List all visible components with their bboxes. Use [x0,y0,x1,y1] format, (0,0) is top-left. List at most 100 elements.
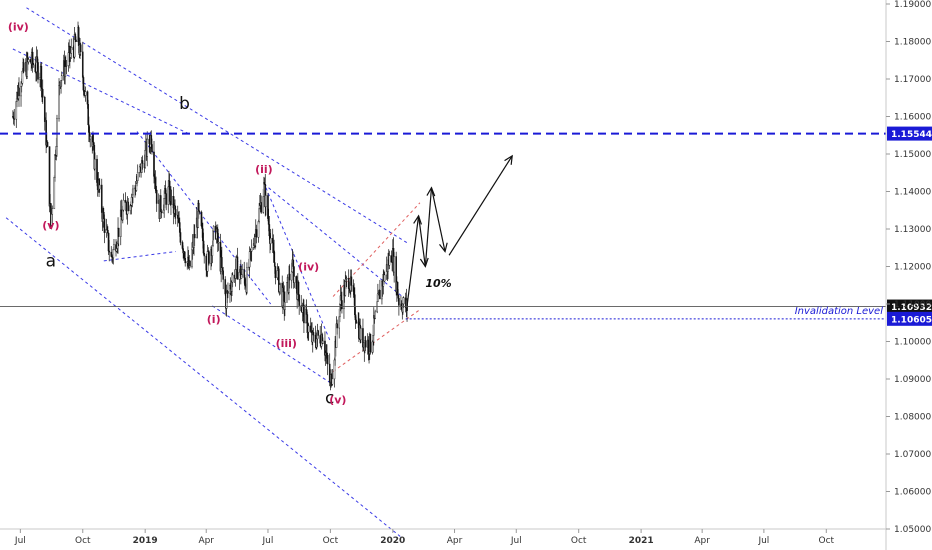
wave-label: (i) [207,313,221,326]
candle-body [217,241,220,244]
candle-body [151,144,153,153]
candle-body [290,271,293,281]
x-tick-label: Jul [510,536,522,546]
candlestick-series [12,21,408,391]
candle-body [374,311,376,319]
candle-body [364,340,367,348]
candle-body [70,47,73,54]
candle-body [336,323,338,329]
candle-body [122,199,125,211]
y-tick-label: 1.19000 [894,0,931,10]
wave-label: (iv) [8,20,29,33]
candle-body [331,378,334,385]
candle-body [98,184,101,190]
candle-body [155,189,158,204]
candle-body [32,62,35,66]
wave-label: (v) [329,393,346,406]
wave-label: (iv) [298,260,319,273]
y-tick-label: 1.07000 [894,450,931,460]
arrow-head [439,242,448,253]
candle-body [40,65,43,92]
y-tick-label: 1.10000 [894,338,931,348]
x-tick-label: Oct [323,536,339,546]
price-tag-label: 1.10932 [891,303,932,313]
candle-body [117,227,120,237]
candle-body [56,118,58,147]
elliott-channels [5,7,421,537]
candle-body [22,62,25,72]
candle-body [27,59,30,63]
arrow-head [504,154,513,165]
projection-arrow-final [448,155,513,256]
candle-body [402,297,405,305]
candle-body [197,202,200,212]
candle-body [155,185,157,191]
wave-label: a [46,252,56,272]
channel-line [263,183,403,297]
candle-body [221,257,223,268]
annotation-label: 10% [425,277,451,290]
x-tick-label: Oct [819,536,835,546]
candle-body [212,225,215,232]
candle-body [260,202,262,213]
candle-body [174,209,177,216]
candle-body [231,274,234,283]
candle-body [198,211,201,213]
candle-body [350,276,353,286]
x-tick-label: Apr [447,536,463,546]
channel-line [5,217,401,537]
candle-body [112,249,115,259]
candle-body [398,298,400,306]
candle-body [307,325,310,333]
projection-arrows [406,154,513,306]
y-tick-label: 1.05000 [894,525,931,535]
candle-body [189,260,191,267]
candle-body [136,172,139,181]
candle-body [65,65,68,67]
candle-body [257,221,260,238]
channel-line [103,251,176,262]
candle-body [393,256,395,273]
x-tick-label: Apr [694,536,710,546]
wave-label: (v) [42,219,59,232]
candle-body [326,355,329,365]
candle-body [13,118,16,120]
candle-body [141,160,144,164]
y-tick-label: 1.15000 [894,150,931,160]
candle-body [113,244,115,250]
candle-body [360,328,362,341]
candle-body [222,270,224,280]
candle-body [322,340,324,344]
candle-body [303,304,305,324]
candle-body [255,229,258,238]
candle-body [208,251,210,264]
x-tick-label: Jul [262,536,274,546]
candle-body [312,332,315,336]
candle-body [284,302,286,310]
price-tag-bg [887,126,932,141]
candle-body [41,89,44,98]
projection-arrow [424,187,433,267]
candle-body [51,208,54,215]
candle-body [193,234,196,239]
candle-body [37,62,39,80]
y-tick-label: 1.13000 [894,225,931,235]
candle-body [246,267,248,293]
candle-body [250,247,253,252]
y-tick-label: 1.14000 [894,188,931,198]
candle-body [53,176,56,210]
wave-label: c [325,388,334,408]
candle-body [81,51,84,78]
candle-body [132,188,134,196]
y-tick-label: 1.11000 [894,300,931,310]
price-tag-label: 1.15544 [891,130,932,140]
candle-body [79,44,82,53]
candle-body [127,201,130,211]
candle-body [203,252,206,257]
candle-body [170,189,172,205]
candle-body [75,39,77,42]
wave-labels: (iv)(v)ab(ii)(iv)(i)(iii)c(v)10% [8,20,452,408]
candle-body [46,141,49,147]
